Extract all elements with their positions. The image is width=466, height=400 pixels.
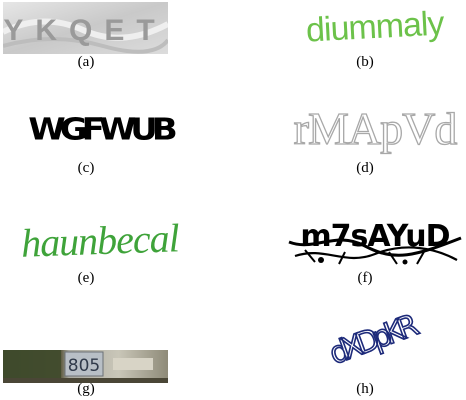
captcha-text-e: haunbecal [20, 215, 180, 266]
captcha-image-b: diummaly [305, 4, 445, 49]
captcha-text-d: rMApVd [294, 103, 458, 154]
captcha-text-b: diummaly [305, 4, 445, 49]
captcha-image-f: m7sAYuD [288, 219, 462, 265]
captcha-text-a: YKQET [3, 14, 166, 47]
captcha-image-c: WGFWUB [28, 111, 182, 147]
sign-number-g: 805 [68, 356, 100, 376]
captcha-text-c: WGFWUB [28, 111, 176, 147]
caption-g: (g) [77, 381, 95, 397]
captcha-image-d: rMApVd [293, 102, 459, 154]
caption-a: (a) [77, 54, 95, 70]
captcha-text-h: dXDpKR [325, 308, 423, 372]
caption-f: (f) [357, 270, 373, 286]
caption-c: (c) [77, 160, 95, 176]
captcha-image-h: dXDpKR [324, 307, 423, 373]
photo-image-g: 805 [3, 350, 168, 383]
caption-d: (d) [356, 160, 374, 176]
caption-e: (e) [77, 270, 95, 286]
captcha-image-e: haunbecal [20, 215, 180, 266]
caption-h: (h) [356, 381, 374, 397]
captcha-image-a: YKQET [3, 2, 168, 54]
caption-b: (b) [356, 54, 374, 70]
